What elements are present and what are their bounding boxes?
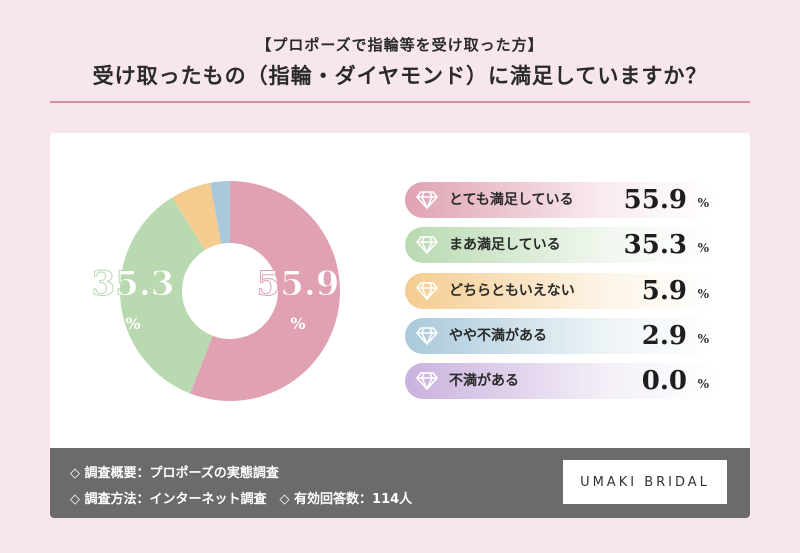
legend-label: やや不満がある (449, 328, 547, 344)
legend-value: 5.9 (641, 276, 687, 306)
legend-unit: % (697, 196, 709, 210)
legend-value: 55.9 (623, 185, 687, 215)
legend-value: 0.0 (641, 366, 687, 396)
page-title: 受け取ったもの（指輪・ダイヤモンド）に満足していますか？ (92, 63, 708, 88)
legend-unit: % (697, 287, 709, 301)
legend-row-1: とても満足している 55.9% (405, 182, 717, 218)
legend-row-2: まあ満足している 35.3% (405, 227, 717, 263)
legend-label: どちらともいえない (449, 283, 575, 299)
donut-unit-label-1: % (290, 314, 305, 333)
legend-label: まあ満足している (449, 237, 561, 253)
title-divider (50, 101, 750, 103)
footer: ◇ 調査概要：プロポーズの実態調査 ◇ 調査方法：インターネット調査 ◇ 有効回… (50, 448, 750, 518)
donut-slice-3 (172, 182, 222, 251)
donut-slice-1 (190, 181, 341, 402)
donut-value-label-1: 55.9 (257, 264, 340, 304)
legend-unit: % (697, 332, 709, 346)
legend-label: とても満足している (449, 192, 574, 208)
legend-value: 35.3 (623, 230, 687, 260)
diamond-icon (416, 282, 438, 300)
footer-survey-overview: ◇ 調査概要：プロポーズの実態調査 (70, 466, 279, 481)
donut-value-label-2: 35.3 (92, 264, 175, 304)
diamond-icon (416, 327, 438, 345)
diamond-icon (416, 236, 438, 254)
donut-slice-4 (210, 181, 230, 244)
page-subtitle: 【プロポーズで指輪等を受け取った方】 (256, 36, 544, 54)
chart-card: 55.9% 35.3% とても満足している 55.9% まあ満足している 35.3% どち… (50, 133, 750, 518)
donut-unit-label-2: % (125, 314, 140, 333)
footer-survey-method: ◇ 調査方法：インターネット調査 ◇ 有効回答数：114人 (70, 492, 413, 507)
diamond-icon (416, 372, 438, 390)
legend-value: 2.9 (641, 321, 687, 351)
legend-unit: % (697, 241, 709, 255)
donut-chart: 55.9% 35.3% (91, 181, 341, 402)
donut-slice-2 (119, 197, 213, 394)
legend-row-4: やや不満がある 2.9% (405, 318, 717, 354)
legend-unit: % (697, 377, 709, 391)
legend-row-5: 不満がある 0.0% (405, 363, 717, 399)
diamond-icon (416, 191, 438, 209)
legend-label: 不満がある (449, 373, 519, 389)
legend-row-3: どちらともいえない 5.9% (405, 273, 717, 309)
brand-logo: UMAKI BRIDAL (563, 460, 727, 504)
